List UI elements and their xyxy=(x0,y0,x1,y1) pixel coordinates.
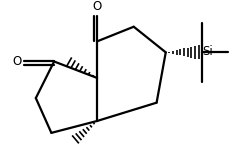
Text: O: O xyxy=(92,0,102,13)
Text: Si: Si xyxy=(202,45,213,58)
Text: O: O xyxy=(12,55,21,68)
